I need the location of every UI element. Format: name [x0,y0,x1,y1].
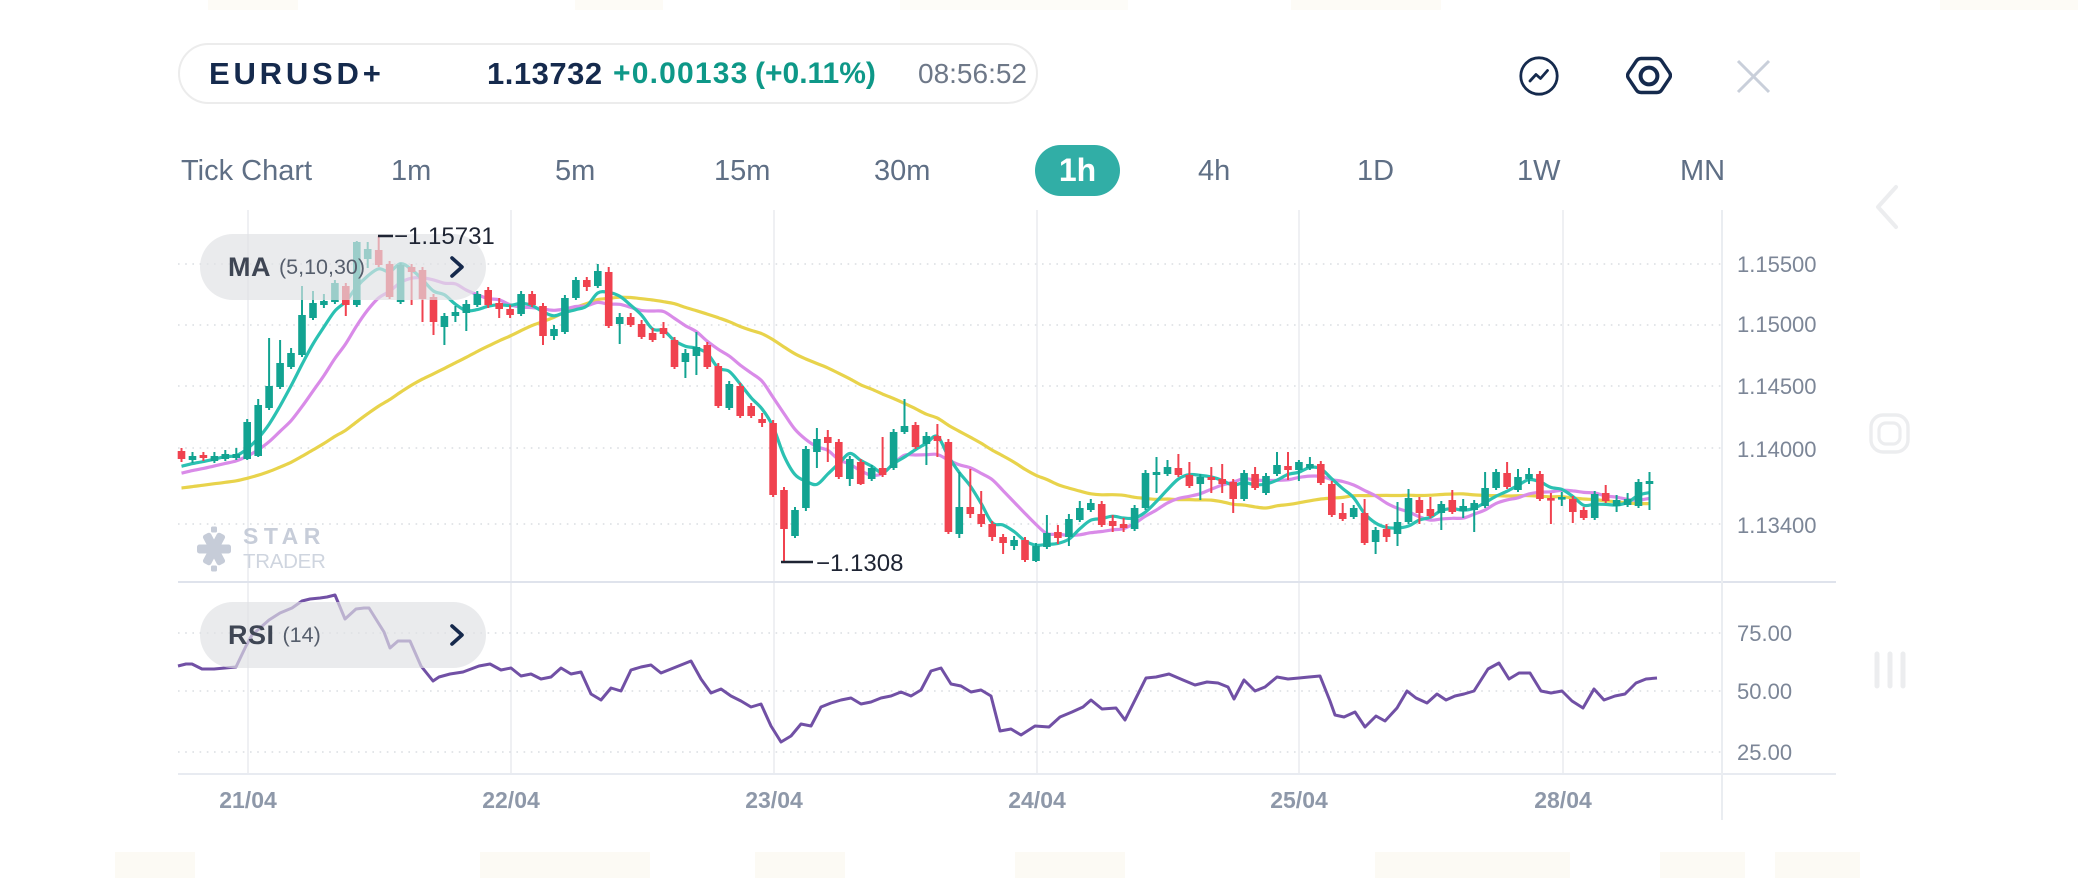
svg-text:1.13400: 1.13400 [1737,513,1817,538]
svg-text:1.14500: 1.14500 [1737,374,1817,399]
svg-text:−1.15731: −1.15731 [394,223,495,250]
svg-text:1.14000: 1.14000 [1737,437,1817,462]
svg-text:28/04: 28/04 [1534,787,1592,813]
svg-text:−1.1308: −1.1308 [816,550,903,577]
svg-text:24/04: 24/04 [1008,787,1066,813]
svg-text:23/04: 23/04 [745,787,803,813]
svg-text:25.00: 25.00 [1737,740,1792,765]
svg-text:75.00: 75.00 [1737,621,1792,646]
svg-text:TRADER: TRADER [243,550,325,573]
svg-text:50.00: 50.00 [1737,679,1792,704]
svg-text:STAR: STAR [243,523,326,549]
svg-text:22/04: 22/04 [482,787,540,813]
svg-text:21/04: 21/04 [219,787,277,813]
svg-text:1.15000: 1.15000 [1737,312,1817,337]
svg-text:25/04: 25/04 [1270,787,1328,813]
svg-text:1.15500: 1.15500 [1737,252,1817,277]
